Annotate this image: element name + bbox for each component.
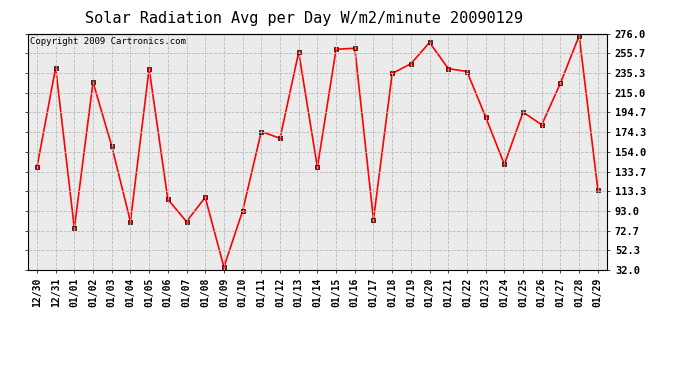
- Text: Copyright 2009 Cartronics.com: Copyright 2009 Cartronics.com: [30, 37, 186, 46]
- Text: Solar Radiation Avg per Day W/m2/minute 20090129: Solar Radiation Avg per Day W/m2/minute …: [85, 11, 522, 26]
